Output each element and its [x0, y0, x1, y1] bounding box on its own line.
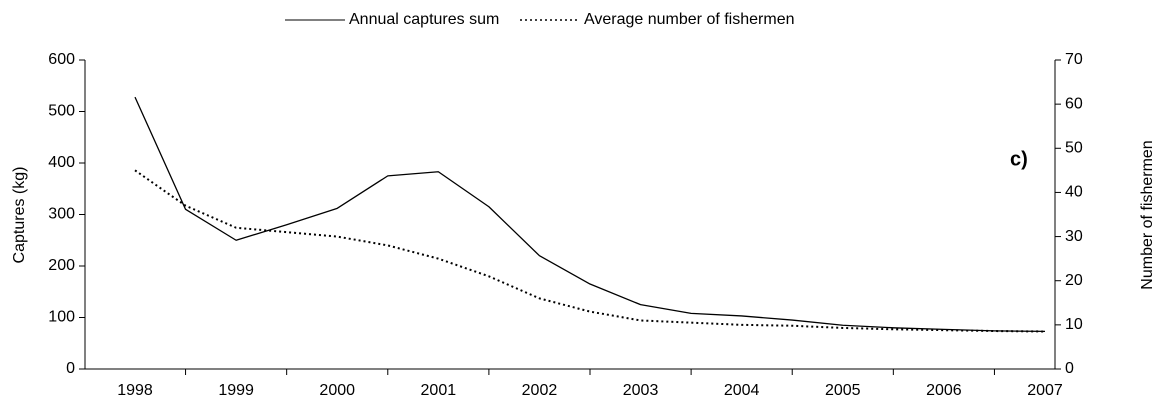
y2-tick-label: 40 — [1065, 184, 1083, 201]
legend-label: Annual captures sum — [349, 11, 499, 28]
series-line — [134, 96, 1046, 333]
x-tick-label: 1999 — [218, 382, 254, 399]
y2-tick-label: 0 — [1065, 360, 1074, 377]
y2-tick-label: 60 — [1065, 95, 1083, 112]
annotation: c) — [1010, 148, 1028, 170]
x-tick-label: 2000 — [319, 382, 355, 399]
y2-tick-label: 70 — [1065, 51, 1083, 68]
y-tick-label: 400 — [48, 154, 75, 171]
x-tick-label: 1998 — [117, 382, 153, 399]
y-tick-label: 300 — [48, 206, 75, 223]
x-tick-label: 2002 — [522, 382, 558, 399]
y-tick-label: 100 — [48, 309, 75, 326]
y-tick-label: 500 — [48, 103, 75, 120]
x-tick-label: 2007 — [1027, 382, 1063, 399]
x-tick-label: 2001 — [421, 382, 457, 399]
y-tick-label: 0 — [66, 360, 75, 377]
y-axis-label: Captures (kg) — [11, 167, 28, 264]
x-tick-label: 2006 — [926, 382, 962, 399]
x-tick-label: 2004 — [724, 382, 760, 399]
y-tick-label: 200 — [48, 257, 75, 274]
y2-tick-label: 10 — [1065, 316, 1083, 333]
legend-label: Average number of fishermen — [584, 11, 794, 28]
y-tick-label: 600 — [48, 51, 75, 68]
x-tick-label: 2003 — [623, 382, 659, 399]
y2-tick-label: 20 — [1065, 272, 1083, 289]
x-tick-label: 2005 — [825, 382, 861, 399]
y2-axis-label: Number of fishermen — [1139, 140, 1156, 289]
y2-tick-label: 50 — [1065, 140, 1083, 157]
y2-tick-label: 30 — [1065, 228, 1083, 245]
series-line — [134, 169, 1046, 333]
